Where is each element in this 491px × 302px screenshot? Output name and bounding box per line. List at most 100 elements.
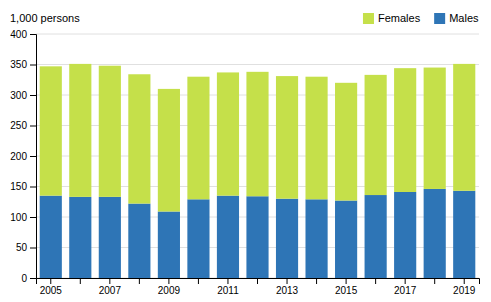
bar xyxy=(335,201,357,278)
x-tick-mark xyxy=(316,278,317,284)
bar xyxy=(217,196,239,278)
bar xyxy=(187,199,209,278)
y-tick: 0 xyxy=(21,273,36,284)
y-tick-mark xyxy=(30,34,36,35)
bar xyxy=(246,196,268,278)
bar xyxy=(128,204,150,278)
x-tick xyxy=(198,278,199,284)
grid-line xyxy=(36,34,479,35)
y-tick-mark xyxy=(30,248,36,249)
x-axis-line xyxy=(37,279,480,285)
x-tick-mark xyxy=(80,278,81,284)
y-tick-label: 300 xyxy=(10,90,27,101)
x-tick: 2017 xyxy=(394,278,417,296)
bar xyxy=(365,75,387,195)
y-tick-mark xyxy=(30,126,36,127)
y-axis-title: 1,000 persons xyxy=(10,12,80,24)
bar xyxy=(99,66,121,197)
bars xyxy=(40,64,476,278)
bar xyxy=(99,197,121,278)
x-tick-label: 2013 xyxy=(276,285,299,296)
bar xyxy=(424,189,446,278)
x-tick xyxy=(80,278,81,284)
x-tick xyxy=(375,278,376,284)
x-tick xyxy=(434,278,435,284)
grid xyxy=(36,34,479,278)
y-tick: 300 xyxy=(10,90,36,101)
x-tick: 2019 xyxy=(453,278,476,296)
x-tick-mark xyxy=(405,278,406,284)
x-tick: 2015 xyxy=(335,278,358,296)
y-axis-line xyxy=(30,35,37,279)
y-tick-label: 50 xyxy=(16,242,28,253)
x-tick-mark xyxy=(287,278,288,284)
bar xyxy=(158,212,180,278)
y-tick-label: 250 xyxy=(10,120,27,131)
y-tick-label: 100 xyxy=(10,212,27,223)
legend-swatch xyxy=(434,13,445,24)
y-tick-label: 0 xyxy=(21,273,27,284)
legend-item: Females xyxy=(363,12,421,24)
y-tick-label: 350 xyxy=(10,59,27,70)
y-tick-mark xyxy=(30,217,36,218)
y-tick: 400 xyxy=(10,29,36,40)
x-tick-mark xyxy=(109,278,110,284)
x-tick: 2009 xyxy=(158,278,181,296)
bar xyxy=(40,196,62,278)
y-tick: 100 xyxy=(10,212,36,223)
y-tick-mark xyxy=(30,187,36,188)
x-tick-mark xyxy=(257,278,258,284)
bar xyxy=(394,68,416,192)
x-tick: 2007 xyxy=(99,278,122,296)
x-tick xyxy=(257,278,258,284)
grid-line xyxy=(36,64,479,65)
y-tick-label: 200 xyxy=(10,151,27,162)
bar xyxy=(394,192,416,278)
x-tick-label: 2005 xyxy=(40,285,63,296)
x-axis: 20052007200920112013201520172019 xyxy=(37,278,480,296)
y-axis: 0 50 100 150 200 250 300 350 400 xyxy=(10,29,36,284)
legend-item: Males xyxy=(434,12,479,24)
bar xyxy=(453,64,475,191)
bar xyxy=(276,76,298,199)
legend: Females Males xyxy=(363,12,479,24)
bar xyxy=(305,77,327,200)
x-tick-mark xyxy=(139,278,140,284)
legend-label: Females xyxy=(378,12,421,24)
x-tick: 2005 xyxy=(40,278,63,296)
bar xyxy=(335,83,357,201)
y-tick: 150 xyxy=(10,181,36,192)
legend-label: Males xyxy=(449,12,479,24)
y-tick-mark xyxy=(30,65,36,66)
x-tick-label: 2015 xyxy=(335,285,358,296)
y-tick: 50 xyxy=(16,242,36,253)
bar xyxy=(276,199,298,278)
y-tick: 250 xyxy=(10,120,36,131)
bar xyxy=(424,68,446,189)
bar xyxy=(69,64,91,197)
x-tick-mark xyxy=(434,278,435,284)
x-tick xyxy=(139,278,140,284)
x-tick-label: 2009 xyxy=(158,285,181,296)
series-bars xyxy=(40,64,476,212)
plot: 0501001502002503003504002005200720092011… xyxy=(10,29,479,296)
x-tick-label: 2019 xyxy=(453,285,476,296)
bar xyxy=(305,199,327,278)
x-tick-label: 2007 xyxy=(99,285,122,296)
x-tick-label: 2017 xyxy=(394,285,417,296)
bar xyxy=(246,72,268,196)
x-tick-mark xyxy=(198,278,199,284)
y-tick: 200 xyxy=(10,151,36,162)
chart: 0501001502002503003504002005200720092011… xyxy=(0,0,491,302)
legend-swatch xyxy=(363,13,374,24)
x-tick-mark xyxy=(464,278,465,284)
x-tick-mark xyxy=(227,278,228,284)
x-tick-mark xyxy=(375,278,376,284)
bar xyxy=(217,72,239,195)
x-tick: 2013 xyxy=(276,278,299,296)
series-bars xyxy=(40,189,476,278)
x-tick-mark xyxy=(168,278,169,284)
bar xyxy=(128,74,150,203)
bar xyxy=(187,77,209,200)
bar xyxy=(453,191,475,278)
